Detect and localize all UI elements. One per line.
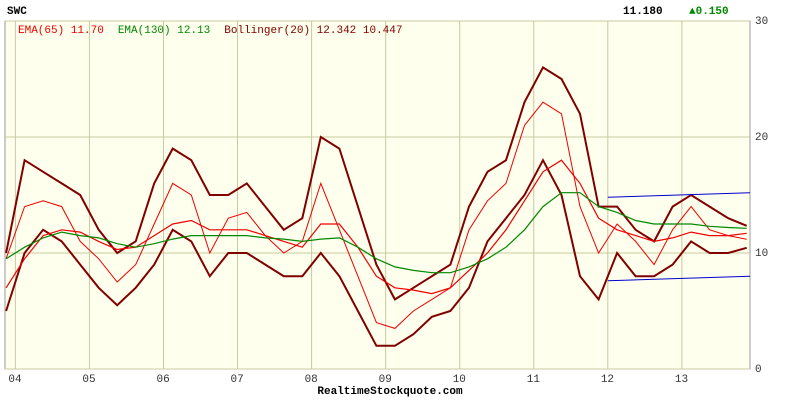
y-tick-label: 0 <box>755 364 762 376</box>
y-tick-label: 10 <box>755 248 768 260</box>
x-tick-label: 07 <box>231 374 244 386</box>
x-tick-label: 13 <box>675 374 688 386</box>
legend-entry: EMA(130) 12.13 <box>118 25 210 37</box>
x-tick-label: 04 <box>8 374 22 386</box>
legend-entry: Bollinger(20) 12.342 10.447 <box>224 25 402 37</box>
x-tick-label: 05 <box>82 374 95 386</box>
source: RealtimeStockquote.com <box>317 386 463 398</box>
y-tick-label: 30 <box>755 16 768 28</box>
bollinger-lower <box>5 158 747 347</box>
ema-line <box>5 159 747 295</box>
trend-line <box>607 275 751 282</box>
y-tick-label: 20 <box>755 132 768 144</box>
legend-entry: EMA(65) 11.70 <box>18 25 104 37</box>
last-price: 11.180 <box>623 6 663 18</box>
price <box>5 101 747 329</box>
plot-area <box>4 20 751 370</box>
x-tick-label: 11 <box>527 374 541 386</box>
x-tick-label: 12 <box>601 374 614 386</box>
bollinger-upper <box>5 65 748 301</box>
ema-line <box>5 192 747 274</box>
x-tick-label: 06 <box>156 374 169 386</box>
x-tick-label: 09 <box>379 374 392 386</box>
price-change: ▲0.150 <box>689 6 729 18</box>
chart-title: SWC <box>7 6 27 18</box>
x-tick-label: 10 <box>453 374 466 386</box>
trend-line <box>607 192 751 198</box>
x-tick-label: 08 <box>305 374 318 386</box>
